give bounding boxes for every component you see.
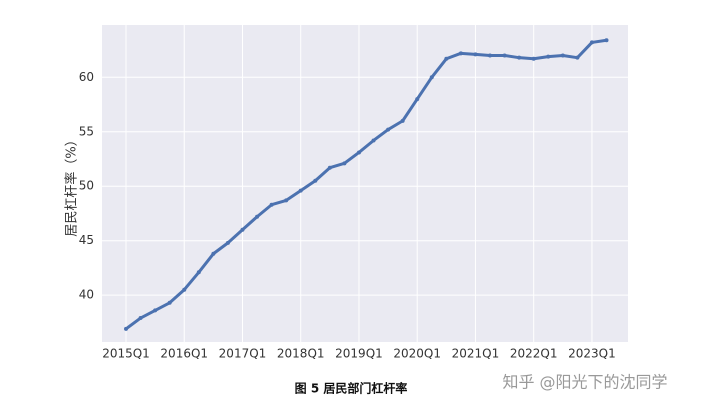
point	[575, 55, 580, 60]
line	[125, 38, 607, 331]
point	[225, 240, 230, 245]
x-tick-label: 2018Q1	[277, 347, 325, 361]
point	[356, 150, 361, 155]
point	[342, 161, 347, 166]
point	[560, 53, 565, 58]
point	[444, 56, 449, 61]
point	[138, 316, 143, 321]
y-tick-label: 60	[79, 70, 94, 84]
point	[153, 308, 158, 313]
point	[284, 198, 289, 203]
y-tick-label: 50	[79, 179, 94, 193]
x-tick-label: 2015Q1	[102, 347, 150, 361]
y-tick-label: 40	[79, 288, 94, 302]
y-tick-label: 45	[79, 233, 94, 247]
x-tick-label: 2016Q1	[160, 347, 208, 361]
y-axis-label: 居民杠杆率（%）	[64, 133, 80, 236]
point	[313, 178, 318, 183]
point	[255, 214, 260, 219]
point	[167, 300, 172, 305]
point	[196, 270, 201, 275]
point	[327, 165, 332, 170]
point	[517, 55, 522, 60]
y-tick-label: 55	[79, 124, 94, 138]
point	[269, 202, 274, 207]
point	[240, 227, 245, 232]
point	[211, 251, 216, 256]
x-tick-label: 2022Q1	[510, 347, 558, 361]
point	[400, 118, 405, 123]
x-tick-label: 2019Q1	[335, 347, 383, 361]
plot-area	[102, 25, 628, 342]
watermark: 知乎 @阳光下的沈同学	[502, 373, 667, 392]
point	[546, 54, 551, 59]
point	[531, 56, 536, 61]
point	[589, 40, 594, 45]
point	[604, 38, 609, 43]
point	[458, 51, 463, 56]
x-tick-label: 2017Q1	[219, 347, 267, 361]
x-tick-label: 2020Q1	[393, 347, 441, 361]
point	[182, 287, 187, 292]
caption: 图 5 居民部门杠杆率	[295, 381, 408, 396]
point	[415, 97, 420, 102]
point	[386, 127, 391, 132]
x-tick-label: 2023Q1	[568, 347, 616, 361]
point	[371, 138, 376, 143]
point	[488, 53, 493, 58]
point	[473, 52, 478, 57]
point	[502, 53, 507, 58]
point	[298, 188, 303, 193]
point	[124, 326, 128, 331]
x-tick-label: 2021Q1	[452, 347, 500, 361]
point	[429, 75, 434, 80]
